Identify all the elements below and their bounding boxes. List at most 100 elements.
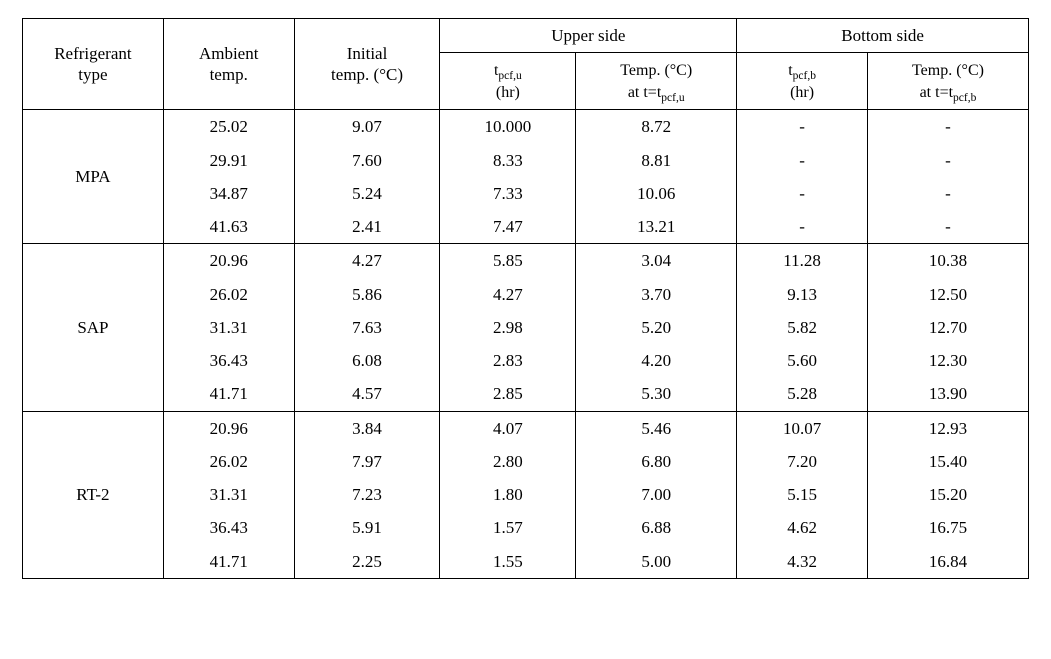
temp-mid: at t=t: [628, 84, 661, 101]
table-row: SAP20.964.275.853.0411.2810.38: [23, 244, 1029, 278]
bottom-temp-cell: -: [867, 177, 1028, 210]
header-bottom-temp-at: Temp. (°C) at t=tpcf,b: [867, 53, 1028, 110]
initial-temp-cell: 7.63: [294, 311, 440, 344]
table-row: 41.632.417.4713.21--: [23, 210, 1029, 244]
table-row: 31.317.231.807.005.1515.20: [23, 478, 1029, 511]
bottom-hr-cell: -: [737, 144, 868, 177]
bottom-temp-cell: 12.70: [867, 311, 1028, 344]
bottom-hr-cell: 10.07: [737, 411, 868, 445]
table-row: 26.025.864.273.709.1312.50: [23, 278, 1029, 311]
table-row: 36.435.911.576.884.6216.75: [23, 511, 1029, 544]
ambient-temp-cell: 25.02: [163, 110, 294, 144]
bottom-temp-cell: 15.40: [867, 445, 1028, 478]
upper-temp-cell: 3.70: [576, 278, 737, 311]
table-row: 41.714.572.855.305.2813.90: [23, 377, 1029, 411]
table-body: MPA25.029.0710.0008.72--29.917.608.338.8…: [23, 110, 1029, 579]
t-sub: pcf,b: [793, 70, 816, 82]
ambient-temp-cell: 31.31: [163, 311, 294, 344]
table-row: MPA25.029.0710.0008.72--: [23, 110, 1029, 144]
upper-hr-cell: 4.07: [440, 411, 576, 445]
bottom-temp-cell: 15.20: [867, 478, 1028, 511]
initial-temp-cell: 7.60: [294, 144, 440, 177]
upper-temp-cell: 13.21: [576, 210, 737, 244]
upper-hr-cell: 1.80: [440, 478, 576, 511]
upper-temp-cell: 7.00: [576, 478, 737, 511]
table-row: 26.027.972.806.807.2015.40: [23, 445, 1029, 478]
table-row: 29.917.608.338.81--: [23, 144, 1029, 177]
upper-hr-cell: 1.55: [440, 545, 576, 579]
ambient-temp-cell: 26.02: [163, 445, 294, 478]
bottom-temp-cell: -: [867, 110, 1028, 144]
bottom-temp-cell: -: [867, 144, 1028, 177]
t-sub: pcf,u: [498, 70, 521, 82]
header-ambient-temp: Ambienttemp.: [163, 19, 294, 110]
upper-temp-cell: 6.80: [576, 445, 737, 478]
table-row: RT-220.963.844.075.4610.0712.93: [23, 411, 1029, 445]
header-bottom-side: Bottom side: [737, 19, 1029, 53]
bottom-temp-cell: 12.93: [867, 411, 1028, 445]
upper-hr-cell: 2.83: [440, 344, 576, 377]
upper-hr-cell: 2.85: [440, 377, 576, 411]
table-row: 36.436.082.834.205.6012.30: [23, 344, 1029, 377]
bottom-hr-cell: 9.13: [737, 278, 868, 311]
header-upper-temp-at: Temp. (°C) at t=tpcf,u: [576, 53, 737, 110]
upper-hr-cell: 10.000: [440, 110, 576, 144]
initial-temp-cell: 4.27: [294, 244, 440, 278]
upper-temp-cell: 5.00: [576, 545, 737, 579]
upper-hr-cell: 7.47: [440, 210, 576, 244]
header-text: Upper side: [551, 26, 625, 45]
initial-temp-cell: 2.25: [294, 545, 440, 579]
bottom-temp-cell: -: [867, 210, 1028, 244]
header-upper-t-hr: tpcf,u (hr): [440, 53, 576, 110]
bottom-hr-cell: -: [737, 210, 868, 244]
bottom-hr-cell: 5.60: [737, 344, 868, 377]
initial-temp-cell: 2.41: [294, 210, 440, 244]
bottom-hr-cell: 11.28: [737, 244, 868, 278]
table-row: 31.317.632.985.205.8212.70: [23, 311, 1029, 344]
upper-hr-cell: 8.33: [440, 144, 576, 177]
initial-temp-cell: 3.84: [294, 411, 440, 445]
header-text: Refrigeranttype: [54, 44, 131, 84]
temp-sub: pcf,b: [953, 92, 976, 104]
t-unit: (hr): [496, 84, 520, 101]
bottom-hr-cell: 5.82: [737, 311, 868, 344]
ambient-temp-cell: 29.91: [163, 144, 294, 177]
bottom-temp-cell: 16.75: [867, 511, 1028, 544]
ambient-temp-cell: 20.96: [163, 411, 294, 445]
upper-temp-cell: 10.06: [576, 177, 737, 210]
upper-hr-cell: 1.57: [440, 511, 576, 544]
bottom-hr-cell: 5.15: [737, 478, 868, 511]
bottom-hr-cell: 4.62: [737, 511, 868, 544]
header-bottom-t-hr: tpcf,b (hr): [737, 53, 868, 110]
upper-temp-cell: 5.20: [576, 311, 737, 344]
upper-temp-cell: 5.30: [576, 377, 737, 411]
header-initial-temp: Initialtemp. (°C): [294, 19, 440, 110]
refrigerant-type-cell: SAP: [23, 244, 164, 411]
bottom-hr-cell: 4.32: [737, 545, 868, 579]
t-unit: (hr): [790, 84, 814, 101]
initial-temp-cell: 7.97: [294, 445, 440, 478]
bottom-temp-cell: 12.30: [867, 344, 1028, 377]
temp-line1: Temp. (°C): [912, 62, 984, 79]
upper-hr-cell: 7.33: [440, 177, 576, 210]
temp-sub: pcf,u: [661, 92, 684, 104]
temp-line1: Temp. (°C): [620, 62, 692, 79]
ambient-temp-cell: 41.71: [163, 545, 294, 579]
upper-temp-cell: 5.46: [576, 411, 737, 445]
temp-mid: at t=t: [920, 84, 953, 101]
ambient-temp-cell: 20.96: [163, 244, 294, 278]
bottom-hr-cell: 7.20: [737, 445, 868, 478]
ambient-temp-cell: 31.31: [163, 478, 294, 511]
bottom-temp-cell: 10.38: [867, 244, 1028, 278]
refrigerant-table: Refrigeranttype Ambienttemp. Initialtemp…: [22, 18, 1029, 579]
header-text: Initialtemp. (°C): [331, 44, 403, 84]
upper-temp-cell: 8.72: [576, 110, 737, 144]
upper-hr-cell: 2.98: [440, 311, 576, 344]
upper-temp-cell: 4.20: [576, 344, 737, 377]
initial-temp-cell: 6.08: [294, 344, 440, 377]
bottom-hr-cell: 5.28: [737, 377, 868, 411]
initial-temp-cell: 4.57: [294, 377, 440, 411]
upper-hr-cell: 4.27: [440, 278, 576, 311]
ambient-temp-cell: 41.71: [163, 377, 294, 411]
upper-temp-cell: 8.81: [576, 144, 737, 177]
